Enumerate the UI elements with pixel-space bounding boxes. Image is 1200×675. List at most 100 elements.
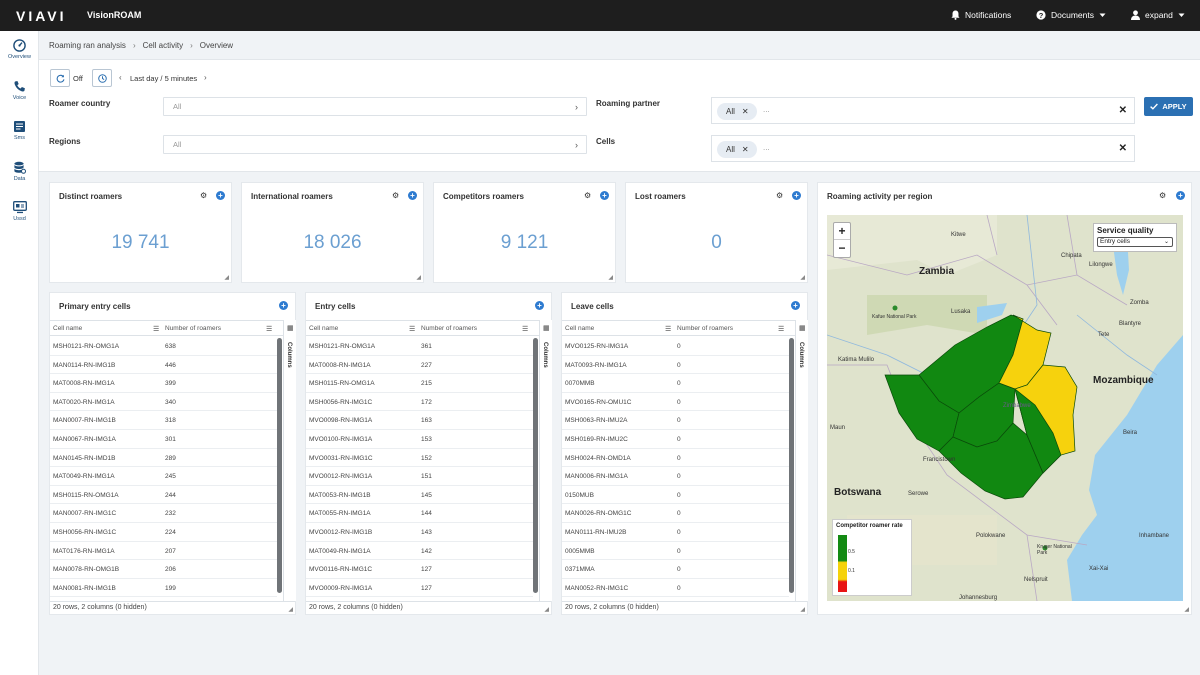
table-row[interactable]: MSH0169-RN-IMU2C 0 xyxy=(562,430,789,449)
column-header-number-of-roamers[interactable]: Number of roamers xyxy=(165,325,221,332)
roamer-country-select[interactable]: All › xyxy=(163,97,587,116)
table-row[interactable]: MSH0121-RN-OMG1A 638 xyxy=(50,337,277,356)
roaming-partner-field[interactable]: All ✕ ... ✕ xyxy=(711,97,1135,124)
table-row[interactable]: MAT0008-RN-IMG1A 227 xyxy=(306,356,533,375)
region-north-east[interactable] xyxy=(998,314,1052,390)
column-menu-icon[interactable]: ☰ xyxy=(665,326,672,333)
table-row[interactable]: MVO0125-RN-IMG1A 0 xyxy=(562,337,789,356)
column-header-number-of-roamers[interactable]: Number of roamers xyxy=(677,325,733,332)
table-row[interactable]: MSH0056-RN-IMG1C 172 xyxy=(306,393,533,412)
regions-select[interactable]: All › xyxy=(163,135,587,154)
column-header-number-of-roamers[interactable]: Number of roamers xyxy=(421,325,477,332)
sidebar-item-data[interactable]: Data xyxy=(0,161,39,182)
add-icon[interactable]: + xyxy=(1176,191,1185,200)
breadcrumb-item-roaming-ran-analysis[interactable]: Roaming ran analysis xyxy=(49,41,126,50)
columns-panel-toggle[interactable]: ▦ Columns xyxy=(795,320,808,601)
resize-handle-icon[interactable]: ◢ xyxy=(800,275,805,281)
roaming-partner-chip[interactable]: All ✕ xyxy=(717,103,757,120)
sidebar-item-voice[interactable]: Voice xyxy=(0,80,39,101)
table-row[interactable]: MVO0012-RN-IMG1B 143 xyxy=(306,523,533,542)
breadcrumb-item-cell-activity[interactable]: Cell activity xyxy=(142,41,184,50)
add-icon[interactable]: + xyxy=(279,301,288,310)
table-row[interactable]: MSH0115-RN-OMG1A 215 xyxy=(306,374,533,393)
table-row[interactable]: MAN0111-RN-IMU2B 0 xyxy=(562,523,789,542)
cells-field[interactable]: All ✕ ... ✕ xyxy=(711,135,1135,162)
column-menu-icon[interactable]: ☰ xyxy=(778,326,785,333)
time-next-icon[interactable]: › xyxy=(204,73,207,82)
sidebar-item-overview[interactable]: Overview xyxy=(0,39,39,60)
add-icon[interactable]: + xyxy=(216,191,225,200)
table-row[interactable]: MAT0053-RN-IMG1B 145 xyxy=(306,486,533,505)
add-icon[interactable]: + xyxy=(600,191,609,200)
gear-icon[interactable]: ⚙ xyxy=(776,191,784,200)
user-menu[interactable]: expand xyxy=(1131,10,1185,20)
refresh-button[interactable] xyxy=(50,69,70,87)
scrollbar[interactable] xyxy=(533,338,538,593)
table-row[interactable]: 0005MMB 0 xyxy=(562,542,789,561)
scrollbar[interactable] xyxy=(277,338,282,593)
table-row[interactable]: MVO0031-RN-IMG1C 152 xyxy=(306,449,533,468)
region-midlands-east[interactable] xyxy=(1014,388,1062,474)
table-row[interactable]: 0070MMB 0 xyxy=(562,374,789,393)
sidebar-item-ussd[interactable]: Ussd xyxy=(0,201,39,222)
scrollbar[interactable] xyxy=(789,338,794,593)
column-header-cell-name[interactable]: Cell name xyxy=(565,325,595,332)
table-row[interactable]: MSH0063-RN-IMU2A 0 xyxy=(562,411,789,430)
time-range-button[interactable] xyxy=(92,69,112,87)
table-row[interactable]: MAT0055-RN-IMG1A 144 xyxy=(306,504,533,523)
add-icon[interactable]: + xyxy=(792,191,801,200)
viavi-logo[interactable]: VIAVI xyxy=(16,8,67,24)
resize-handle-icon[interactable]: ◢ xyxy=(288,607,293,613)
table-row[interactable]: MAN0067-RN-IMG1A 301 xyxy=(50,430,277,449)
apply-button[interactable]: APPLY xyxy=(1144,97,1193,116)
gear-icon[interactable]: ⚙ xyxy=(200,191,208,200)
column-header-cell-name[interactable]: Cell name xyxy=(309,325,339,332)
column-menu-icon[interactable]: ☰ xyxy=(409,326,416,333)
column-menu-icon[interactable]: ☰ xyxy=(266,326,273,333)
chip-remove-icon[interactable]: ✕ xyxy=(741,145,749,154)
cells-chip[interactable]: All ✕ xyxy=(717,141,757,158)
gear-icon[interactable]: ⚙ xyxy=(584,191,592,200)
time-prev-icon[interactable]: ‹ xyxy=(119,73,122,82)
table-row[interactable]: MAN0026-RN-OMG1C 0 xyxy=(562,504,789,523)
add-icon[interactable]: + xyxy=(408,191,417,200)
table-row[interactable]: MSH0121-RN-OMG1A 361 xyxy=(306,337,533,356)
table-row[interactable]: MAN0007-RN-IMG1B 318 xyxy=(50,411,277,430)
table-row[interactable]: MAT0008-RN-IMG1A 399 xyxy=(50,374,277,393)
table-row[interactable]: MSH0056-RN-IMG1C 224 xyxy=(50,523,277,542)
gear-icon[interactable]: ⚙ xyxy=(1159,191,1167,200)
column-menu-icon[interactable]: ☰ xyxy=(522,326,529,333)
zoom-in-button[interactable]: + xyxy=(834,223,850,240)
table-row[interactable]: MAT0049-RN-IMG1A 142 xyxy=(306,542,533,561)
table-row[interactable]: MAT0049-RN-IMG1A 245 xyxy=(50,467,277,486)
table-row[interactable]: MAN0052-RN-IMG1C 0 xyxy=(562,579,789,598)
sidebar-item-sms[interactable]: Sms xyxy=(0,120,39,141)
table-row[interactable]: MAN0114-RN-IMG1B 446 xyxy=(50,356,277,375)
table-row[interactable]: MVO0098-RN-IMG1A 163 xyxy=(306,411,533,430)
table-row[interactable]: 0371MMA 0 xyxy=(562,560,789,579)
documents-menu[interactable]: ? Documents xyxy=(1036,10,1106,20)
table-row[interactable]: MSH0115-RN-OMG1A 244 xyxy=(50,486,277,505)
table-row[interactable]: MVO0012-RN-IMG1A 151 xyxy=(306,467,533,486)
resize-handle-icon[interactable]: ◢ xyxy=(544,607,549,613)
table-row[interactable]: MAN0007-RN-IMG1C 232 xyxy=(50,504,277,523)
gear-icon[interactable]: ⚙ xyxy=(392,191,400,200)
table-row[interactable]: MVO0165-RN-OMU1C 0 xyxy=(562,393,789,412)
region-map[interactable]: Zambia Mozambique Botswana Zimbabwe Kitw… xyxy=(827,215,1183,601)
chip-remove-icon[interactable]: ✕ xyxy=(741,107,749,116)
resize-handle-icon[interactable]: ◢ xyxy=(800,607,805,613)
table-row[interactable]: MVO0009-RN-IMG1A 127 xyxy=(306,579,533,598)
clear-icon[interactable]: ✕ xyxy=(1118,105,1127,116)
table-row[interactable]: MSH0024-RN-OMD1A 0 xyxy=(562,449,789,468)
notifications-button[interactable]: Notifications xyxy=(951,10,1011,20)
table-row[interactable]: MAN0078-RN-OMG1B 206 xyxy=(50,560,277,579)
table-row[interactable]: MAN0145-RN-IMD1B 289 xyxy=(50,449,277,468)
resize-handle-icon[interactable]: ◢ xyxy=(1184,607,1189,613)
service-quality-select[interactable]: Entry cells ⌄ xyxy=(1097,237,1173,247)
table-row[interactable]: MAT0020-RN-IMG1A 340 xyxy=(50,393,277,412)
table-row[interactable]: MAN0081-RN-IMG1B 199 xyxy=(50,579,277,598)
column-menu-icon[interactable]: ☰ xyxy=(153,326,160,333)
resize-handle-icon[interactable]: ◢ xyxy=(608,275,613,281)
table-row[interactable]: MAT0176-RN-IMG1A 207 xyxy=(50,542,277,561)
table-row[interactable]: MVO0116-RN-IMG1C 127 xyxy=(306,560,533,579)
